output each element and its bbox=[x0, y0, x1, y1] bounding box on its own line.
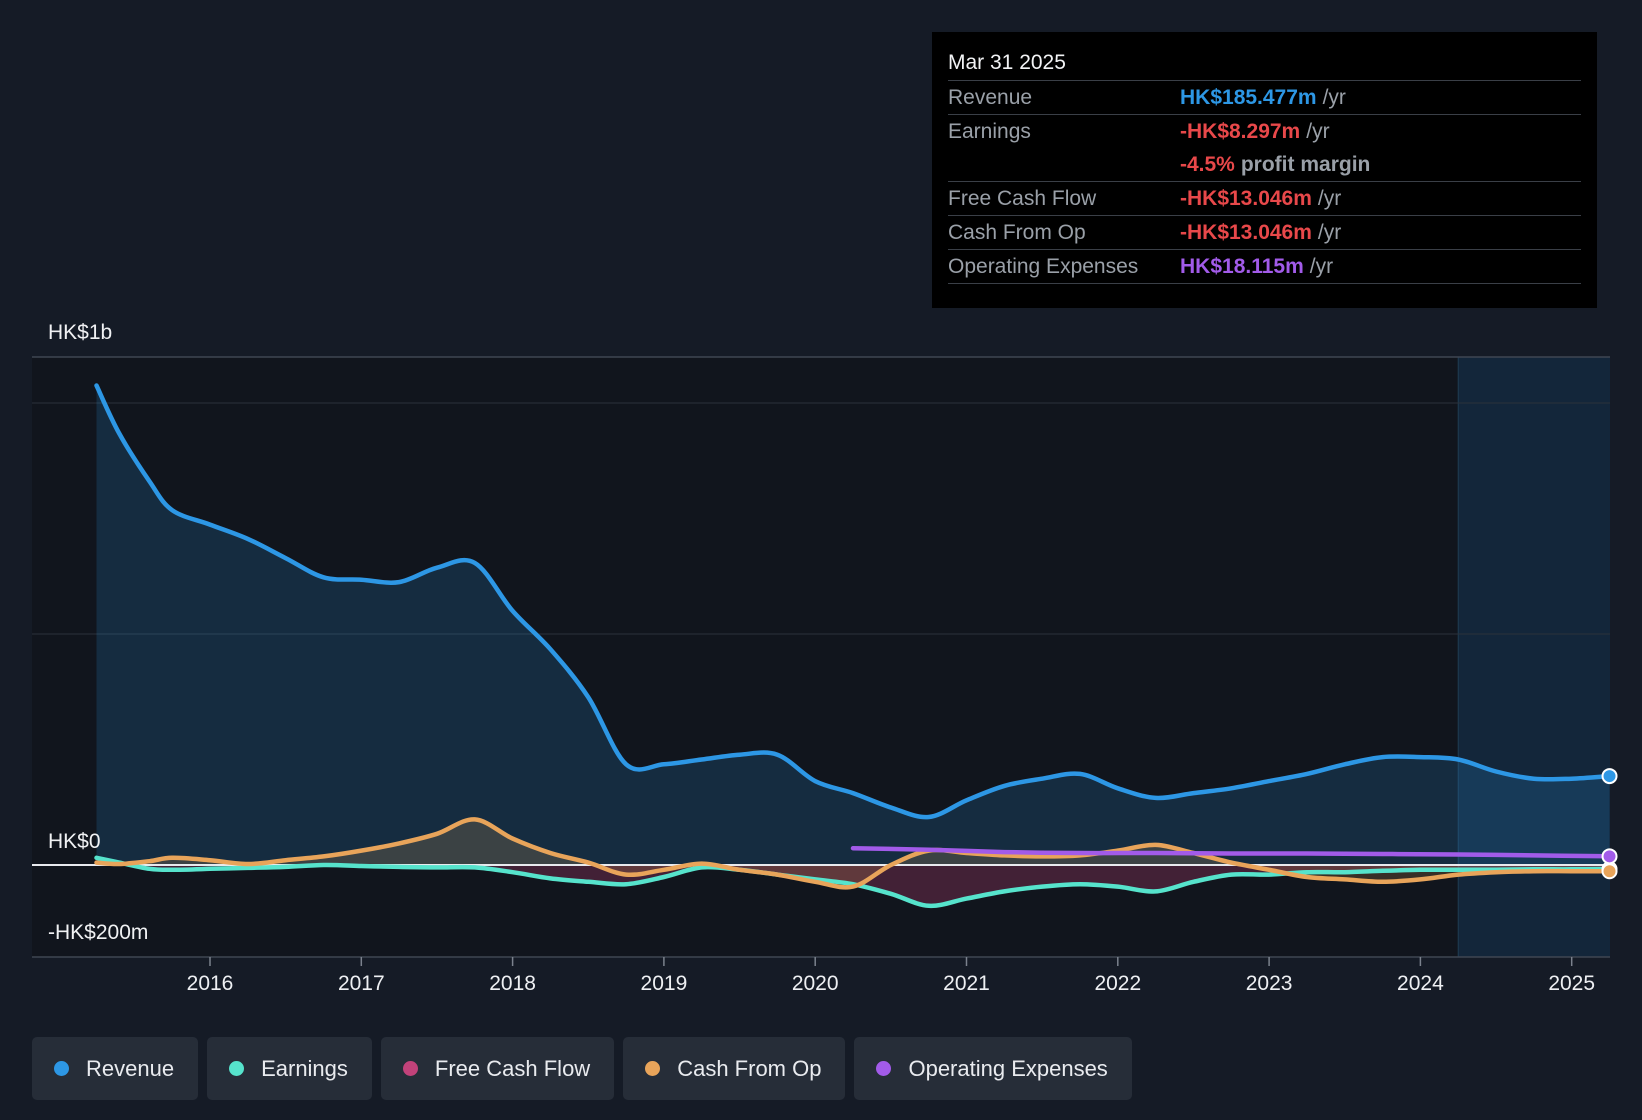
revenue-area bbox=[96, 385, 1610, 865]
y-label-bottom: -HK$200m bbox=[48, 921, 149, 944]
tooltip-row-free-cash-flow: Free Cash Flow -HK$13.046m/yr bbox=[948, 181, 1581, 215]
legend-dot-icon bbox=[645, 1061, 661, 1076]
earnings-line bbox=[94, 855, 1612, 909]
legend-label: Free Cash Flow bbox=[434, 1055, 591, 1081]
tooltip-label: Earnings bbox=[948, 119, 1031, 143]
tooltip-panel: Mar 31 2025 Revenue HK$185.477m/yr Earning… bbox=[932, 32, 1597, 308]
tooltip-label: Operating Expenses bbox=[948, 254, 1139, 278]
tooltip-unit: profit margin bbox=[1240, 152, 1371, 176]
legend-item-free-cash-flow[interactable]: Free Cash Flow bbox=[380, 1037, 615, 1100]
x-tick-label-2021: 2021 bbox=[943, 972, 990, 995]
tooltip-label: Cash From Op bbox=[948, 220, 1086, 244]
tooltip-label: Revenue bbox=[948, 85, 1033, 109]
x-tick-label-2019: 2019 bbox=[641, 972, 688, 995]
series-endpoints bbox=[1601, 768, 1618, 880]
tooltip-value: -4.5% bbox=[1180, 152, 1235, 176]
legend-dot-icon bbox=[54, 1061, 69, 1076]
tooltip-row-cash-from-op: Cash From Op -HK$13.046m/yr bbox=[948, 215, 1581, 249]
cash-from-op-area bbox=[96, 819, 1610, 888]
revenue-line bbox=[94, 383, 1612, 820]
tooltip-value: -HK$13.046m bbox=[1180, 220, 1312, 244]
earnings-negative-area bbox=[96, 857, 1610, 906]
tooltip-bottom-rule bbox=[948, 283, 1581, 284]
legend-dot-icon bbox=[229, 1061, 245, 1076]
x-tick-label-2023: 2023 bbox=[1246, 972, 1293, 995]
x-tick-label-2025: 2025 bbox=[1548, 972, 1595, 995]
tooltip-value: -HK$13.046m bbox=[1180, 186, 1312, 210]
tooltip-unit: /yr bbox=[1309, 254, 1334, 278]
legend-dot-icon bbox=[402, 1061, 418, 1076]
legend-item-operating-expenses[interactable]: Operating Expenses bbox=[854, 1037, 1132, 1100]
area-layer bbox=[96, 385, 1610, 906]
revenue-endpoint bbox=[1601, 768, 1618, 785]
tooltip-label: Free Cash Flow bbox=[948, 186, 1097, 210]
tooltip-row-profit-margin: -4.5% profit margin bbox=[948, 148, 1581, 181]
x-tick-label-2016: 2016 bbox=[187, 972, 234, 995]
x-tick-label-2018: 2018 bbox=[489, 972, 536, 995]
legend-item-revenue[interactable]: Revenue bbox=[32, 1037, 199, 1100]
legend-item-cash-from-op[interactable]: Cash From Op bbox=[623, 1037, 846, 1100]
tooltip-unit: /yr bbox=[1317, 186, 1342, 210]
tooltip-unit: /yr bbox=[1322, 85, 1346, 109]
tooltip-row-earnings: Earnings -HK$8.297m/yr bbox=[948, 114, 1581, 148]
tooltip-unit: /yr bbox=[1306, 119, 1330, 143]
cash-from-op-endpoint bbox=[1601, 863, 1618, 880]
y-label-zero: HK$0 bbox=[48, 830, 101, 853]
tooltip-value: -HK$8.297m bbox=[1180, 119, 1301, 143]
tooltip-value: HK$185.477m bbox=[1180, 85, 1317, 109]
operating-expenses-endpoint bbox=[1601, 848, 1618, 865]
tooltip-row-operating-expenses: Operating Expenses HK$18.115m/yr bbox=[948, 249, 1581, 283]
legend-label: Cash From Op bbox=[677, 1055, 822, 1081]
legend-dot-icon bbox=[876, 1061, 892, 1076]
legend-item-earnings[interactable]: Earnings bbox=[207, 1037, 372, 1100]
x-tick-label-2020: 2020 bbox=[792, 972, 839, 995]
legend-label: Operating Expenses bbox=[908, 1055, 1108, 1081]
operating-expenses-line bbox=[850, 845, 1612, 859]
legend: Revenue Earnings Free Cash Flow Cash From O… bbox=[32, 1037, 1132, 1100]
x-axis-ticks: 2016 2017 2018 2019 2020 2021 2022 2023 2024 2025 bbox=[187, 957, 1595, 995]
x-tick-label-2024: 2024 bbox=[1397, 972, 1444, 995]
legend-label: Earnings bbox=[261, 1055, 348, 1081]
plot-background bbox=[32, 357, 1610, 957]
x-tick-label-2022: 2022 bbox=[1094, 972, 1141, 995]
tooltip-value: HK$18.115m bbox=[1180, 254, 1304, 278]
tooltip-date: Mar 31 2025 bbox=[948, 51, 1066, 74]
x-tick-label-2017: 2017 bbox=[338, 972, 385, 995]
tooltip-row-revenue: Revenue HK$185.477m/yr bbox=[948, 80, 1581, 114]
cash-from-op-line bbox=[94, 817, 1612, 890]
series-lines bbox=[94, 383, 1612, 909]
tooltip-unit: /yr bbox=[1317, 220, 1342, 244]
legend-label: Revenue bbox=[86, 1055, 175, 1081]
y-label-top: HK$1b bbox=[48, 321, 113, 344]
tooltip-rows: Revenue HK$185.477m/yr Earnings -HK$8.297m /… bbox=[948, 80, 1581, 283]
